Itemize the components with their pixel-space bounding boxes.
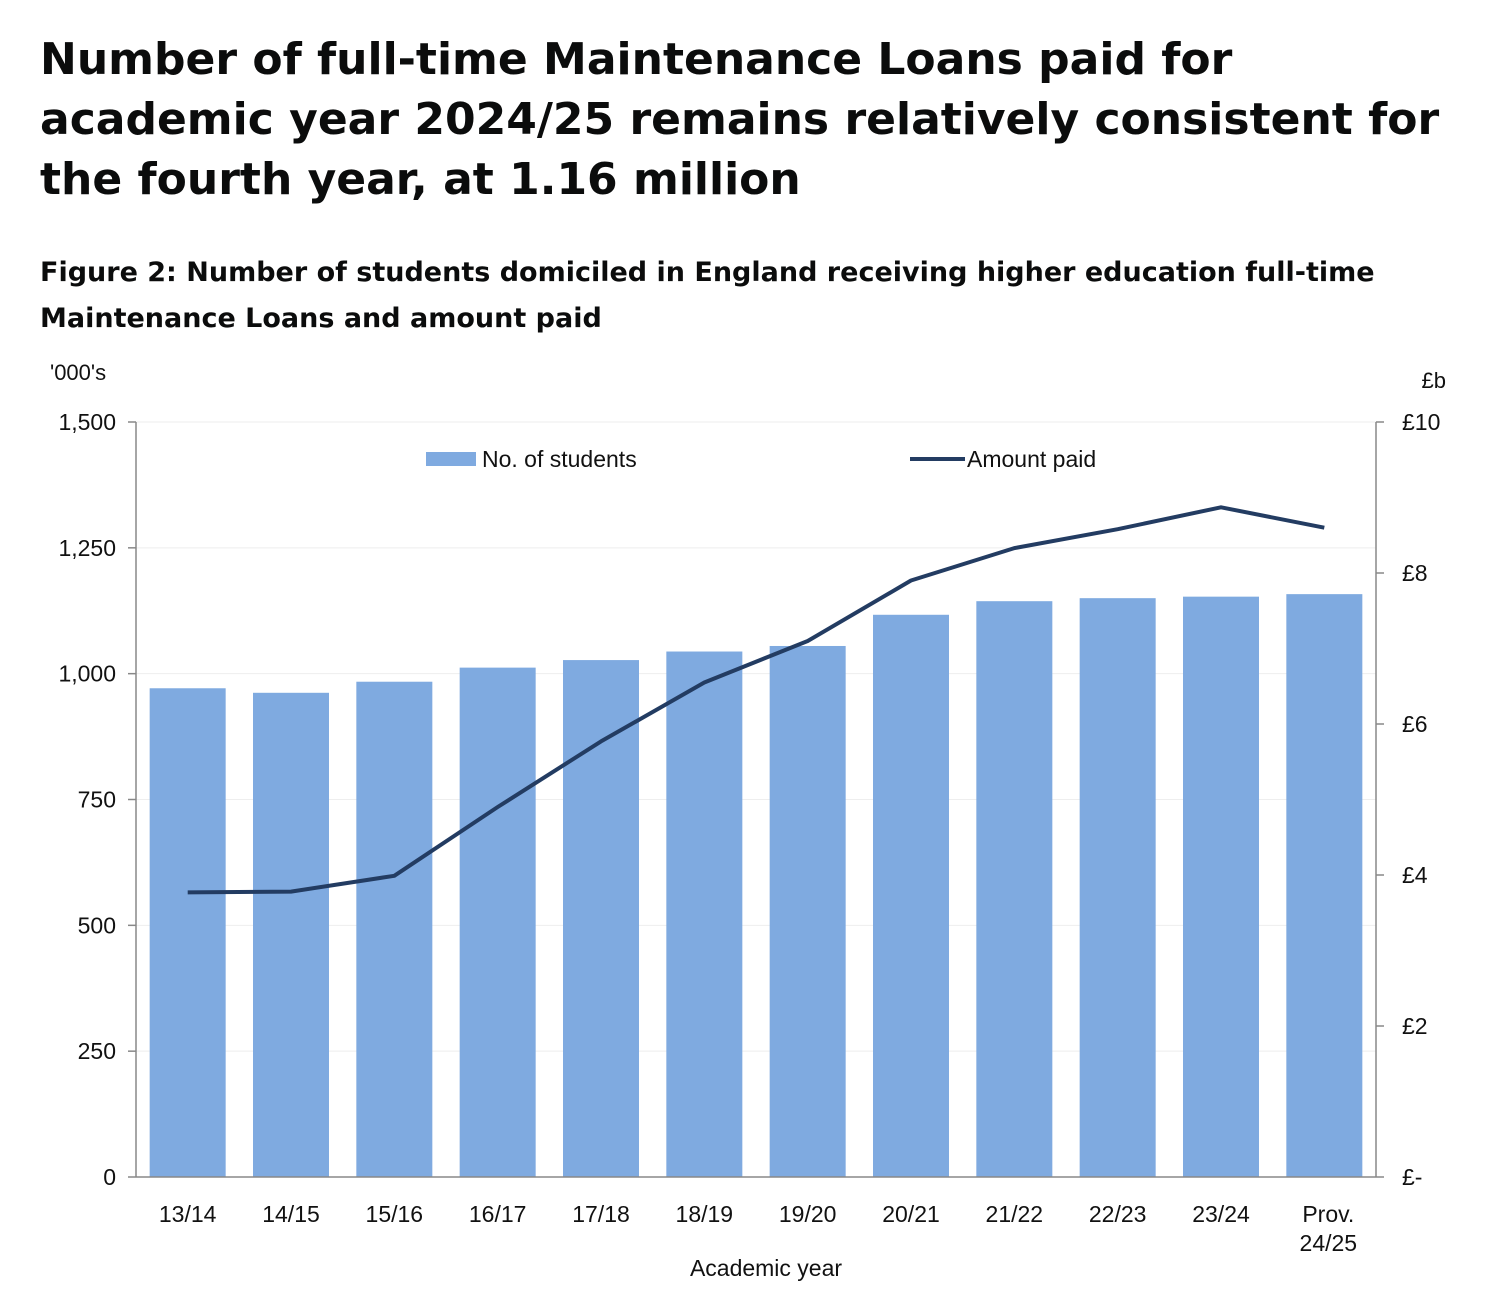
x-tick-label: 19/20 [779, 1201, 837, 1227]
left-tick-label: 0 [103, 1164, 116, 1190]
legend: No. of students Amount paid [426, 446, 1096, 472]
axis-labels: 0 250 500 750 1,000 1,250 1,500 £- £2 £4 £6 £8 £10 13… [50, 360, 1446, 1281]
x-tick-label: 14/15 [262, 1201, 320, 1227]
left-tick-label: 1,500 [58, 409, 116, 435]
right-axis-unit: £b [1422, 368, 1446, 393]
x-tick-label: 20/21 [882, 1201, 940, 1227]
right-tick-label: £6 [1402, 711, 1428, 737]
x-tick-label: 24/25 [1300, 1230, 1358, 1256]
left-tick-label: 1,250 [58, 535, 116, 561]
bar [356, 681, 433, 1177]
left-tick-label: 750 [78, 787, 116, 813]
bar [1286, 594, 1363, 1177]
left-tick-label: 1,000 [58, 661, 116, 687]
maintenance-loans-chart: 0 250 500 750 1,000 1,250 1,500 £- £2 £4 £6 £8 £10 13… [50, 360, 1446, 1281]
x-tick-label: 15/16 [366, 1201, 424, 1227]
x-axis-title: Academic year [690, 1255, 842, 1281]
right-tick-label: £- [1402, 1164, 1422, 1190]
x-tick-label: Prov. [1302, 1201, 1354, 1227]
bar [1183, 596, 1259, 1177]
amount-paid-line [187, 505, 1325, 895]
legend-label-amount: Amount paid [967, 446, 1096, 472]
bar [769, 645, 846, 1177]
bar [149, 688, 226, 1177]
x-tick-label: 23/24 [1192, 1201, 1250, 1227]
bar [563, 660, 639, 1177]
right-tick-label: £8 [1402, 560, 1428, 586]
right-tick-label: £4 [1402, 862, 1428, 888]
x-tick-label: 21/22 [986, 1201, 1044, 1227]
page-headline: Number of full-time Maintenance Loans pa… [40, 34, 1440, 205]
x-tick-label: 16/17 [469, 1201, 527, 1227]
bar [873, 614, 949, 1177]
right-tick-label: £2 [1402, 1013, 1428, 1039]
left-tick-label: 500 [78, 912, 116, 938]
bar [1079, 598, 1156, 1177]
amount-paid-series-line [187, 505, 1325, 895]
right-tick-label: £10 [1402, 409, 1440, 435]
bar [253, 692, 329, 1177]
left-axis-unit: '000's [50, 360, 106, 385]
bar [976, 601, 1053, 1177]
legend-label-students: No. of students [482, 446, 637, 472]
x-tick-label: 22/23 [1089, 1201, 1147, 1227]
x-tick-label: 17/18 [572, 1201, 630, 1227]
legend-swatch-students [426, 452, 476, 466]
left-tick-label: 250 [78, 1038, 116, 1064]
figure-title: Figure 2: Number of students domiciled i… [40, 257, 1375, 334]
bar [666, 651, 743, 1177]
bar [459, 667, 536, 1177]
axes [128, 421, 1384, 1178]
student-bars [149, 594, 1363, 1177]
x-tick-label: 13/14 [159, 1201, 217, 1227]
x-tick-label: 18/19 [676, 1201, 734, 1227]
gridlines [136, 421, 1376, 1052]
